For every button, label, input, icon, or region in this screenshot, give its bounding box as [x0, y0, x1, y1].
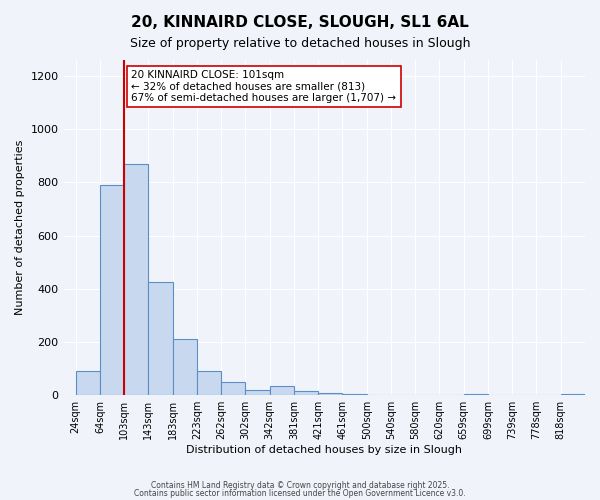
Text: Size of property relative to detached houses in Slough: Size of property relative to detached ho…	[130, 38, 470, 51]
Bar	[197, 372, 221, 395]
Bar	[173, 340, 197, 395]
Text: 20, KINNAIRD CLOSE, SLOUGH, SL1 6AL: 20, KINNAIRD CLOSE, SLOUGH, SL1 6AL	[131, 15, 469, 30]
Bar	[148, 282, 173, 395]
Bar	[221, 382, 245, 395]
Bar	[245, 390, 269, 395]
Bar	[100, 185, 124, 395]
Bar	[124, 164, 148, 395]
Bar	[294, 391, 318, 395]
Bar	[269, 386, 294, 395]
Bar	[318, 392, 343, 395]
Text: 20 KINNAIRD CLOSE: 101sqm
← 32% of detached houses are smaller (813)
67% of semi: 20 KINNAIRD CLOSE: 101sqm ← 32% of detac…	[131, 70, 397, 103]
Bar	[464, 394, 488, 395]
Bar	[561, 394, 585, 395]
X-axis label: Distribution of detached houses by size in Slough: Distribution of detached houses by size …	[186, 445, 462, 455]
Bar	[343, 394, 367, 395]
Text: Contains HM Land Registry data © Crown copyright and database right 2025.: Contains HM Land Registry data © Crown c…	[151, 481, 449, 490]
Text: Contains public sector information licensed under the Open Government Licence v3: Contains public sector information licen…	[134, 488, 466, 498]
Y-axis label: Number of detached properties: Number of detached properties	[15, 140, 25, 316]
Bar	[76, 372, 100, 395]
